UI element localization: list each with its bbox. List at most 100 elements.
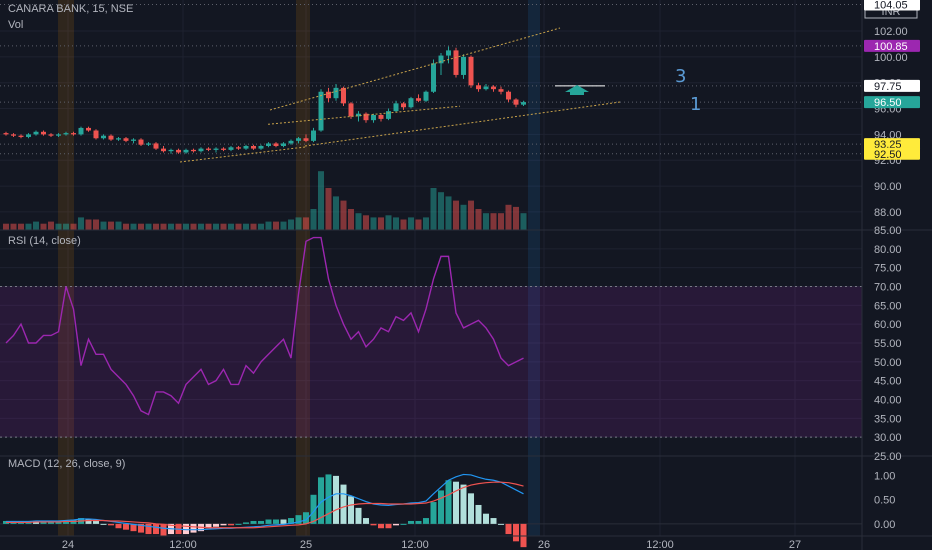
candle-body [318, 91, 324, 131]
macd-histogram-bar [85, 519, 92, 524]
macd-histogram-bar [348, 496, 354, 524]
volume-bar [363, 215, 369, 230]
volume-bar [288, 219, 294, 230]
volume-bar [138, 223, 144, 230]
x-tick-label: 12:00 [646, 539, 674, 550]
rsi-tick-label: 30.00 [874, 432, 902, 444]
x-tick-label: 24 [62, 539, 74, 550]
volume-bar [130, 223, 137, 230]
candle-body [198, 148, 204, 152]
candle-body [378, 115, 384, 119]
macd-histogram-bar [303, 512, 309, 524]
volume-bar [33, 221, 39, 230]
candle-body [408, 98, 414, 108]
x-tick-label: 12:00 [401, 539, 429, 550]
rsi-series-line [5, 236, 524, 416]
volume-bar [378, 217, 384, 230]
volume-bar [483, 213, 489, 230]
candle-body [243, 146, 249, 149]
grid-lines [0, 0, 862, 536]
macd-histogram-bar [400, 523, 407, 525]
macd-histogram-bar [108, 523, 114, 526]
candlesticks[interactable] [3, 46, 527, 154]
candle-body [393, 103, 399, 112]
candle-body [483, 86, 489, 90]
candle-body [266, 143, 271, 147]
volume-bar [183, 223, 189, 230]
volume-bar [228, 223, 234, 230]
price-tick-label: 88.00 [874, 207, 902, 219]
candle-body [296, 138, 301, 141]
session-band-1 [296, 0, 310, 536]
volume-bar [213, 223, 219, 230]
macd-histogram-bar [63, 520, 69, 524]
x-tick-label: 12:00 [169, 539, 197, 550]
price-tag-label: 92.50 [874, 149, 902, 161]
candle-body [438, 55, 444, 64]
macd-tick-label: 1.00 [874, 470, 895, 482]
x-axis-labels[interactable]: 24 12:00 25 12:00 26 12:00 27 [62, 539, 801, 550]
volume-bar [108, 221, 114, 230]
candle-body [146, 143, 151, 145]
price-tag-label: 104.05 [874, 0, 908, 12]
candle-body [491, 86, 496, 90]
candle-body [221, 148, 226, 150]
candle-body [423, 91, 429, 101]
volume-bar [445, 196, 452, 230]
rsi-band-fill [0, 286, 862, 438]
macd-histogram-bar [408, 520, 414, 524]
candle-body [431, 63, 436, 92]
annotation-1[interactable]: 1 [690, 94, 701, 115]
macd-histogram-bar [130, 523, 137, 532]
volume-bar [115, 221, 122, 230]
volume-label: Vol [8, 19, 23, 31]
rsi-tick-label: 70.00 [874, 282, 902, 294]
volume-bar [25, 223, 32, 230]
macd-histogram-bar [393, 523, 399, 526]
rsi-tick-label: 25.00 [874, 451, 902, 463]
volume-bar [415, 219, 422, 230]
session-highlights [58, 0, 540, 536]
rsi-tick-label: 35.00 [874, 413, 902, 425]
macd-histogram-bar [115, 523, 122, 529]
volume-bar [475, 209, 482, 230]
annotation-3[interactable]: 3 [675, 66, 686, 87]
volume-bar [85, 219, 92, 230]
volume-bar [505, 204, 512, 230]
volume-bar [325, 188, 332, 230]
volume-bar [10, 223, 17, 230]
candle-body [348, 103, 354, 117]
rsi-tick-label: 50.00 [874, 357, 902, 369]
session-band-2 [528, 0, 540, 536]
candle-body [18, 135, 24, 137]
macd-histogram-bar [250, 520, 257, 524]
price-tick-label: 100.00 [874, 52, 908, 64]
candle-body [33, 131, 39, 135]
macd-histogram-bar [100, 523, 107, 525]
volume-bar [408, 217, 414, 230]
price-tag-3: 96.50 [864, 96, 920, 109]
macd-histogram-bar [93, 520, 99, 524]
volume-bar [385, 215, 392, 230]
macd-tick-label: 0.50 [874, 495, 895, 507]
volume-bar [243, 223, 249, 230]
macd-histogram-bar [475, 504, 482, 524]
arrow-up-icon[interactable] [565, 85, 589, 95]
macd-histogram-bar [513, 523, 519, 542]
volume-bar [355, 213, 362, 230]
candle-body [333, 87, 339, 99]
volume-bar [145, 223, 152, 230]
trend-lines[interactable] [179, 27, 621, 163]
candle-body [468, 56, 474, 86]
macd-histogram-bar [430, 502, 437, 524]
price-tag-2: 97.75 [864, 79, 920, 93]
macd-histogram-bar [490, 518, 497, 524]
volume-bar [468, 200, 474, 230]
macd-histogram-bar [355, 507, 362, 524]
x-tick-label: 27 [789, 539, 801, 550]
macd-histogram-bar [138, 523, 144, 533]
volume-bar [40, 223, 47, 230]
